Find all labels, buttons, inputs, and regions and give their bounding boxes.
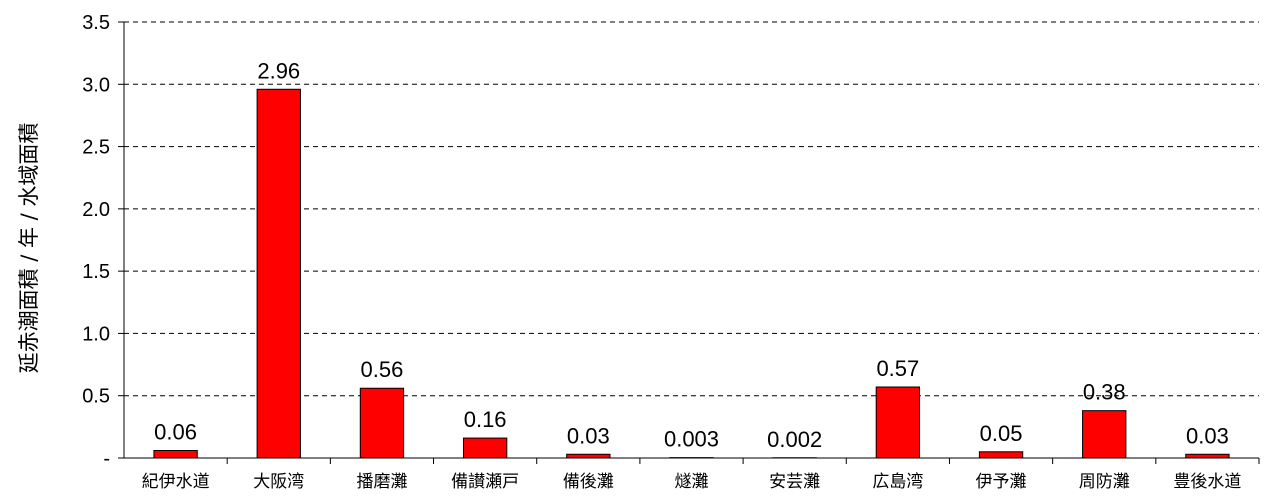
x-category-label: 広島湾 [872, 472, 923, 492]
axes [123, 22, 1259, 459]
bar-data-label: 0.38 [1083, 380, 1126, 405]
y-tick-label: - [103, 448, 110, 470]
x-category-labels: 紀伊水道 大阪湾 播磨灘 備讃瀬戸 備後灘 燧灘 安芸灘 広島湾 伊予灘 周防灘 豊後水道 [142, 458, 1260, 492]
x-category-label: 紀伊水道 [142, 472, 210, 492]
bar-data-label: 0.56 [361, 357, 404, 382]
bar-data-label: 0.05 [980, 421, 1023, 446]
bar-data-label: 0.003 [664, 427, 719, 452]
bar-data-label: 0.03 [1186, 423, 1229, 448]
x-category-label: 備讃瀬戸 [451, 472, 519, 492]
y-tick-label: 0.5 [82, 386, 110, 408]
x-category-label: 播磨灘 [356, 472, 407, 492]
data-labels: 0.06 2.96 0.56 0.16 0.03 0.003 0.002 0.57 0.05 0.… [154, 58, 1229, 451]
x-category-label: 伊予灘 [976, 472, 1027, 492]
y-tick-label: 3.0 [82, 74, 110, 96]
y-tick-labels: - 0.5 1.0 1.5 2.0 2.5 3.0 3.5 [82, 12, 124, 470]
bar [1185, 453, 1230, 459]
y-axis-title: 延赤潮面積 / 年 / 水域面積 [17, 123, 41, 374]
x-category-label: 豊後水道 [1173, 472, 1241, 492]
bar [256, 88, 301, 459]
y-tick-label: 3.5 [82, 12, 110, 34]
x-category-label: 安芸灘 [769, 472, 820, 492]
bar-data-label: 0.16 [464, 407, 507, 432]
y-tick-label: 1.0 [82, 323, 110, 345]
bar [566, 453, 611, 459]
x-category-label: 備後灘 [563, 472, 614, 492]
gridlines [124, 21, 1259, 397]
bar-data-label: 2.96 [257, 58, 300, 83]
bar-data-label: 0.06 [154, 420, 197, 445]
y-tick-label: 1.5 [82, 261, 110, 283]
x-category-label: 大阪湾 [253, 472, 304, 492]
y-tick-label: 2.5 [82, 137, 110, 159]
bar [1082, 410, 1127, 459]
x-category-label: 周防灘 [1079, 472, 1130, 492]
bar [359, 387, 405, 459]
bar [153, 450, 198, 459]
bar-data-label: 0.03 [567, 423, 610, 448]
bar-data-label: 0.002 [767, 427, 822, 452]
bars [153, 88, 1230, 459]
bar [978, 451, 1024, 459]
y-tick-label: 2.0 [82, 199, 110, 221]
bar [462, 437, 508, 459]
x-category-label: 燧灘 [675, 472, 709, 492]
bar-data-label: 0.57 [876, 356, 919, 381]
bar [875, 386, 921, 459]
